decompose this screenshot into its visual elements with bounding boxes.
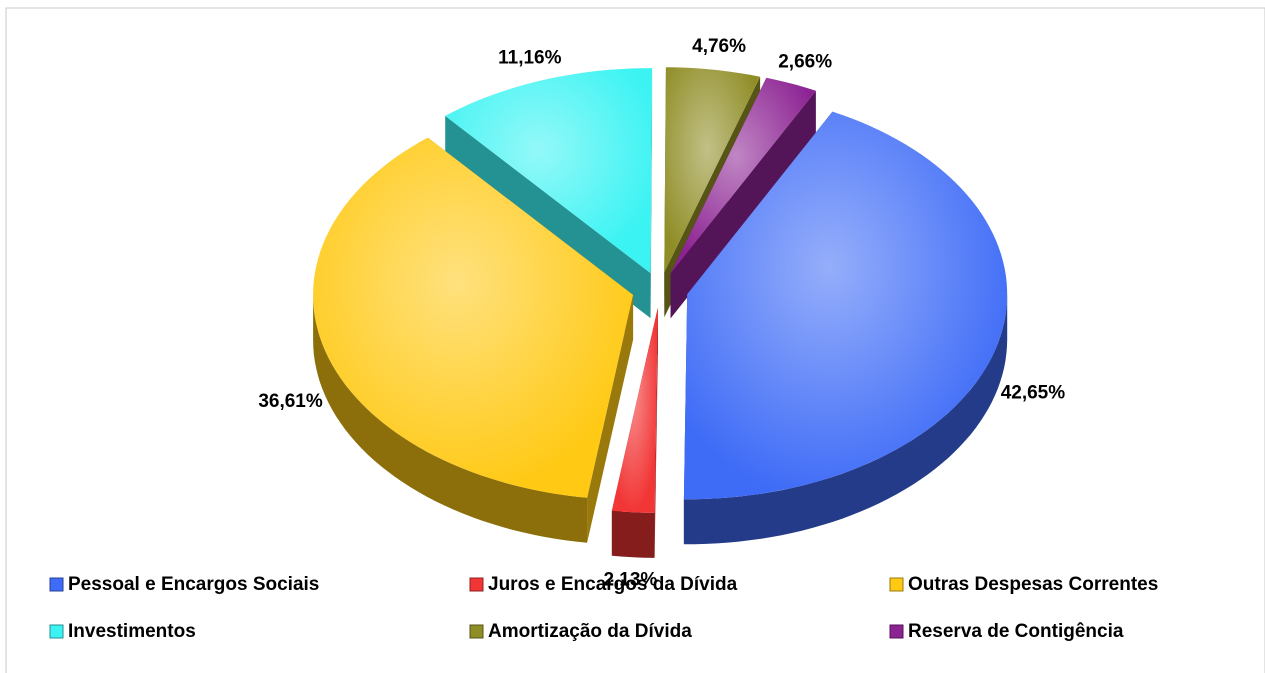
slice-side [587,294,634,543]
data-label: 36,61% [258,391,323,412]
legend-label: Amortização da Dívida [488,621,692,642]
data-label: 2,66% [778,51,832,72]
slice-shine [670,77,816,274]
slice [683,111,1008,545]
slice [611,307,658,558]
slice-shine [611,307,658,513]
legend-swatch [889,577,904,592]
slice-side [445,115,651,319]
legend-swatch [469,577,484,592]
slice-shine [445,68,653,274]
legend-label: Pessoal e Encargos Sociais [68,574,319,595]
labels: 42,65% 2,13% 36,61% 11,16% 4,76% 2,66% [258,36,1065,590]
slice-wall [683,294,1008,545]
legend-label: Outras Despesas Correntes [908,574,1158,595]
legend-swatch [49,624,64,639]
legend-label: Reserva de Contigência [908,621,1124,642]
chart-border [5,7,1265,673]
data-label: 42,65% [1001,383,1066,404]
slice-side [650,68,653,319]
legend-swatch [49,577,64,592]
slice-shine [313,137,634,498]
legend-label: Investimentos [68,621,196,642]
slice-shine [683,111,1008,500]
legend-swatch [889,624,904,639]
legend-swatch [469,624,484,639]
slice-wall [313,294,588,543]
slice [445,68,653,319]
data-label: 2,13% [603,569,657,590]
slice-wall [611,510,655,558]
data-label: 4,76% [692,36,746,57]
slice-shine [664,67,761,273]
pie [313,67,1008,558]
slice-side [670,90,816,319]
data-label: 11,16% [498,48,561,69]
slice [313,137,634,543]
legend-label: Juros e Encargos da Dívida [488,574,738,595]
legend: Pessoal e Encargos Sociais Juros e Encarg… [49,574,1158,642]
slice-side [654,307,658,558]
slice [670,77,816,319]
